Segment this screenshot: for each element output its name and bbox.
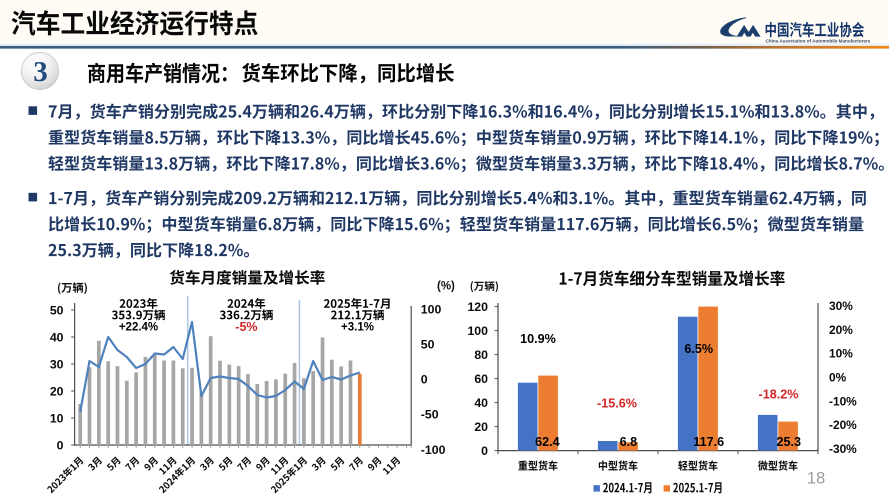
- svg-text:40: 40: [474, 396, 488, 410]
- svg-text:120: 120: [467, 300, 488, 314]
- svg-text:80: 80: [474, 348, 488, 362]
- svg-text:-30%: -30%: [829, 442, 857, 456]
- svg-text:10: 10: [50, 411, 64, 425]
- svg-text:10%: 10%: [829, 347, 853, 361]
- svg-text:+22.4%: +22.4%: [119, 321, 158, 333]
- svg-text:20: 20: [474, 420, 488, 434]
- svg-text:40: 40: [50, 330, 64, 344]
- svg-text:30: 30: [50, 357, 64, 371]
- svg-text:20: 20: [50, 384, 64, 398]
- svg-text:117.6: 117.6: [693, 435, 724, 449]
- svg-text:25.3: 25.3: [776, 435, 801, 449]
- svg-text:0: 0: [481, 444, 488, 458]
- svg-text:+3.1%: +3.1%: [341, 321, 374, 333]
- svg-text:50: 50: [50, 303, 64, 317]
- svg-text:6.5%: 6.5%: [684, 342, 713, 356]
- svg-text:3: 3: [33, 56, 48, 88]
- svg-text:(%): (%): [437, 281, 455, 293]
- svg-text:6.8: 6.8: [620, 435, 638, 449]
- svg-text:China Association of Automobil: China Association of Automobile Manufact…: [766, 38, 871, 43]
- svg-text:18: 18: [807, 470, 825, 488]
- svg-text:30%: 30%: [829, 299, 853, 313]
- svg-text:50: 50: [421, 338, 435, 352]
- svg-text:-20%: -20%: [829, 418, 857, 432]
- svg-text:-5%: -5%: [235, 320, 257, 334]
- svg-text:-50: -50: [421, 408, 439, 422]
- svg-text:0%: 0%: [829, 371, 847, 385]
- svg-text:10.9%: 10.9%: [520, 332, 556, 346]
- svg-text:60: 60: [474, 372, 488, 386]
- svg-text:100: 100: [421, 302, 442, 316]
- svg-text:-100: -100: [421, 443, 446, 457]
- svg-text:-18.2%: -18.2%: [759, 387, 799, 401]
- svg-text:62.4: 62.4: [535, 435, 560, 449]
- svg-text:100: 100: [467, 324, 488, 338]
- svg-text:-10%: -10%: [829, 394, 857, 408]
- svg-text:20%: 20%: [829, 323, 853, 337]
- svg-text:0: 0: [57, 438, 64, 452]
- svg-text:0: 0: [421, 373, 428, 387]
- svg-text:-15.6%: -15.6%: [597, 397, 637, 411]
